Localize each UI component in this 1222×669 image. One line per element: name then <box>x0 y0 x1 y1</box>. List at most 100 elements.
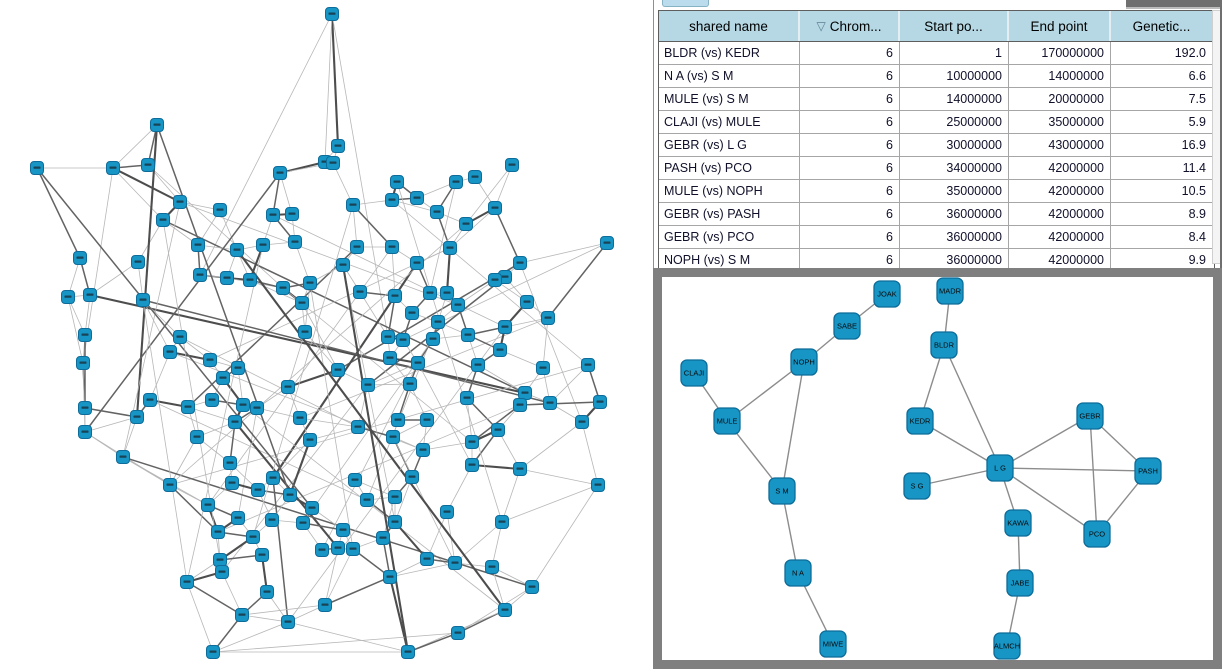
overview-network-canvas[interactable] <box>0 0 652 669</box>
network-node[interactable] <box>416 443 430 457</box>
network-node[interactable] <box>405 306 419 320</box>
subnetwork-node-JOAK[interactable]: JOAK <box>873 280 901 308</box>
network-node[interactable] <box>449 175 463 189</box>
network-node[interactable] <box>243 273 257 287</box>
network-node[interactable] <box>361 378 375 392</box>
network-node[interactable] <box>465 458 479 472</box>
table-cell[interactable]: 25000000 <box>900 111 1009 133</box>
network-node[interactable] <box>78 425 92 439</box>
network-node[interactable] <box>213 553 227 567</box>
network-node[interactable] <box>505 158 519 172</box>
network-node[interactable] <box>448 556 462 570</box>
table-cell[interactable]: 42000000 <box>1009 180 1111 202</box>
subnetwork-node-SABE[interactable]: SABE <box>833 312 861 340</box>
network-node[interactable] <box>513 462 527 476</box>
network-node[interactable] <box>403 377 417 391</box>
network-node[interactable] <box>461 328 475 342</box>
network-node[interactable] <box>491 423 505 437</box>
network-node[interactable] <box>493 343 507 357</box>
network-node[interactable] <box>498 320 512 334</box>
network-node[interactable] <box>276 281 290 295</box>
network-node[interactable] <box>298 325 312 339</box>
network-node[interactable] <box>315 543 329 557</box>
network-node[interactable] <box>61 290 75 304</box>
network-node[interactable] <box>201 498 215 512</box>
network-node[interactable] <box>520 295 534 309</box>
subnetwork-node-KAWA[interactable]: KAWA <box>1004 509 1032 537</box>
network-node[interactable] <box>235 608 249 622</box>
network-node[interactable] <box>541 311 555 325</box>
subnetwork-node-BLDR[interactable]: BLDR <box>930 331 958 359</box>
table-cell[interactable]: 6 <box>800 249 900 271</box>
column-header-shared-name[interactable]: shared name <box>659 11 800 41</box>
table-cell[interactable]: 10000000 <box>900 65 1009 87</box>
subnetwork-node-ALMCH[interactable]: ALMCH <box>993 632 1021 660</box>
network-node[interactable] <box>385 193 399 207</box>
network-node[interactable] <box>223 456 237 470</box>
column-header-chromosome[interactable]: ▽ Chrom... <box>800 11 900 41</box>
table-cell[interactable]: 35000000 <box>1009 111 1111 133</box>
filter-icon[interactable]: ▽ <box>816 19 826 33</box>
table-cell[interactable]: 43000000 <box>1009 134 1111 156</box>
table-row[interactable]: NOPH (vs) S M 6 36000000 42000000 9.9 <box>659 249 1214 271</box>
table-row[interactable]: PASH (vs) PCO 6 34000000 42000000 11.4 <box>659 157 1214 180</box>
network-node[interactable] <box>350 240 364 254</box>
network-node[interactable] <box>206 645 220 659</box>
subnetwork-node-JABE[interactable]: JABE <box>1006 569 1034 597</box>
network-node[interactable] <box>255 548 269 562</box>
network-node[interactable] <box>410 256 424 270</box>
table-cell[interactable]: 7.5 <box>1188 92 1206 106</box>
table-cell[interactable]: N A (vs) S M <box>659 65 800 87</box>
network-node[interactable] <box>468 170 482 184</box>
table-row[interactable]: GEBR (vs) L G 6 30000000 43000000 16.9 <box>659 134 1214 157</box>
network-node[interactable] <box>331 541 345 555</box>
network-node[interactable] <box>273 166 287 180</box>
network-node[interactable] <box>423 286 437 300</box>
network-node[interactable] <box>498 603 512 617</box>
network-node[interactable] <box>420 552 434 566</box>
network-node[interactable] <box>150 118 164 132</box>
table-cell[interactable]: 6 <box>800 180 900 202</box>
subnetwork-node-MULE[interactable]: MULE <box>713 407 741 435</box>
table-cell[interactable]: 42000000 <box>1009 203 1111 225</box>
network-node[interactable] <box>575 415 589 429</box>
network-node[interactable] <box>383 351 397 365</box>
network-node[interactable] <box>346 542 360 556</box>
subnetwork-node-SG[interactable]: S G <box>903 472 931 500</box>
network-node[interactable] <box>459 217 473 231</box>
network-node[interactable] <box>143 393 157 407</box>
network-node[interactable] <box>443 241 457 255</box>
table-row[interactable]: GEBR (vs) PASH 6 36000000 42000000 8.9 <box>659 203 1214 226</box>
table-row[interactable]: N A (vs) S M 6 10000000 14000000 6.6 <box>659 65 1214 88</box>
network-node[interactable] <box>181 400 195 414</box>
network-node[interactable] <box>281 615 295 629</box>
network-node[interactable] <box>360 493 374 507</box>
table-row[interactable]: BLDR (vs) KEDR 6 1 170000000 192.0 <box>659 42 1214 65</box>
table-cell[interactable]: 6 <box>800 226 900 248</box>
network-node[interactable] <box>163 478 177 492</box>
table-cell[interactable]: 170000000 <box>1009 42 1111 64</box>
table-cell[interactable]: 14000000 <box>1009 65 1111 87</box>
table-cell[interactable]: NOPH (vs) S M <box>659 249 800 271</box>
network-node[interactable] <box>391 413 405 427</box>
table-cell[interactable]: 36000000 <box>900 203 1009 225</box>
table-cell[interactable]: 35000000 <box>900 180 1009 202</box>
network-node[interactable] <box>591 478 605 492</box>
network-node[interactable] <box>211 525 225 539</box>
network-node[interactable] <box>296 516 310 530</box>
table-cell[interactable]: GEBR (vs) L G <box>659 134 800 156</box>
network-node[interactable] <box>376 531 390 545</box>
network-node[interactable] <box>353 285 367 299</box>
network-node[interactable] <box>525 580 539 594</box>
network-node[interactable] <box>231 361 245 375</box>
subnetwork-node-LG[interactable]: L G <box>986 454 1014 482</box>
network-node[interactable] <box>191 238 205 252</box>
table-cell[interactable]: 10.5 <box>1181 184 1206 198</box>
network-node[interactable] <box>305 501 319 515</box>
network-node[interactable] <box>213 203 227 217</box>
network-node[interactable] <box>220 271 234 285</box>
subnetwork-node-KEDR[interactable]: KEDR <box>906 407 934 435</box>
network-node[interactable] <box>485 560 499 574</box>
network-node[interactable] <box>396 333 410 347</box>
network-node[interactable] <box>265 513 279 527</box>
